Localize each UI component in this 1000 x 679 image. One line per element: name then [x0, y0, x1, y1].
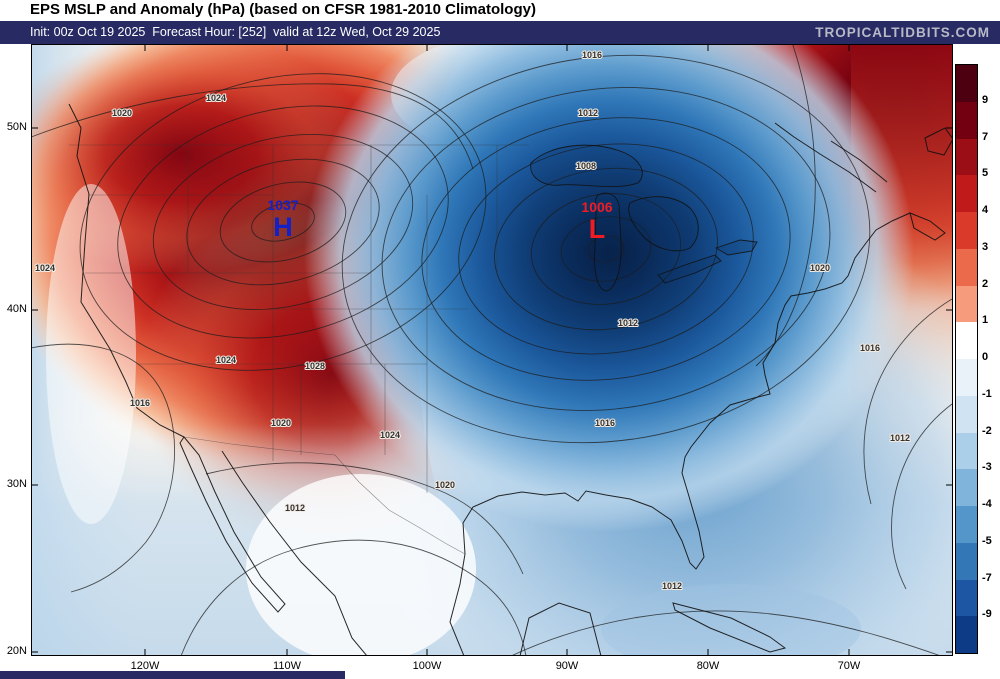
colorbar-tick: 0 — [982, 351, 989, 363]
site-watermark: TROPICALTIDBITS.COM — [815, 25, 990, 40]
lat-tick-label: 30N — [6, 478, 27, 490]
lat-tick-label: 40N — [6, 303, 27, 315]
colorbar-segment — [956, 285, 977, 323]
contour-label: 1024 — [35, 263, 55, 273]
colorbar-segment — [956, 616, 977, 653]
high-pressure-marker: H — [273, 212, 293, 242]
colorbar-tick: -2 — [982, 424, 992, 437]
lat-tick-label: 50N — [6, 121, 27, 133]
colorbar-segment — [956, 212, 977, 249]
coastline — [68, 103, 954, 657]
colorbar-segment — [956, 65, 977, 102]
colorbar-tick: -4 — [982, 498, 992, 510]
great-lakes — [530, 144, 758, 292]
init-forecast-info: Init: 00z Oct 19 2025 Forecast Hour: [25… — [30, 25, 441, 39]
lon-tick-label: 70W — [837, 660, 861, 672]
colorbar — [955, 64, 978, 654]
lon-tick-label: 100W — [412, 660, 442, 672]
contour-label: 1020 — [435, 480, 455, 490]
colorbar-tick: 5 — [982, 167, 989, 180]
contour-label: 1028 — [305, 361, 325, 371]
colorbar-tick: 2 — [982, 277, 989, 290]
contour-label: 1012 — [890, 433, 910, 443]
contour-label: 1012 — [618, 318, 638, 328]
contour-label: 1012 — [662, 581, 682, 591]
lat-tick-label: 20N — [6, 645, 27, 657]
contour-label: 1020 — [112, 108, 132, 118]
chart-title: EPS MSLP and Anomaly (hPa) (based on CFS… — [30, 1, 536, 18]
contour-label: 1024 — [380, 430, 400, 440]
contour-label: 1012 — [578, 108, 598, 118]
lon-tick-label: 110W — [273, 660, 301, 672]
contour-label: 1016 — [595, 418, 615, 428]
title-bar: EPS MSLP and Anomaly (hPa) (based on CFS… — [0, 0, 1000, 21]
colorbar-segment — [956, 175, 977, 212]
pressure-centers: 1037 H 1006 L — [267, 197, 612, 244]
colorbar-segment — [956, 579, 977, 617]
low-pressure-value: 1006 — [581, 199, 612, 215]
contour-label: 1016 — [130, 398, 150, 408]
contour-label: 1020 — [271, 418, 291, 428]
low-pressure-marker: L — [589, 214, 606, 244]
colorbar-segment — [956, 395, 977, 433]
colorbar-segment — [956, 101, 977, 139]
lon-tick-label: 90W — [555, 660, 579, 672]
colorbar-segment — [956, 138, 977, 176]
contour-label: 1012 — [285, 503, 305, 513]
colorbar-segment — [956, 248, 977, 286]
colorbar-segment — [956, 432, 977, 470]
colorbar-tick: 1 — [982, 314, 989, 327]
colorbar-tick: -3 — [982, 461, 992, 474]
contour-label: 1024 — [216, 355, 236, 365]
map-frame — [31, 44, 953, 656]
lon-tick-label: 120W — [130, 660, 160, 672]
colorbar-segment — [956, 322, 977, 359]
colorbar-segment — [956, 469, 977, 506]
colorbar-tick: 3 — [982, 240, 989, 253]
colorbar-tick: -9 — [982, 608, 992, 621]
colorbar-tick: -5 — [982, 534, 992, 547]
contour-label: 1024 — [206, 93, 226, 103]
colorbar-tick: -7 — [982, 571, 992, 584]
contour-label: 1016 — [860, 343, 880, 353]
colorbar-tick: 9 — [982, 93, 989, 106]
colorbar-segment — [956, 542, 977, 580]
colorbar-tick: 4 — [982, 204, 989, 216]
lon-tick-label: 80W — [696, 660, 720, 672]
info-bar: Init: 00z Oct 19 2025 Forecast Hour: [25… — [0, 21, 1000, 44]
colorbar-segment — [956, 506, 977, 543]
colorbar-tick: -1 — [982, 387, 992, 400]
high-pressure-value: 1037 — [267, 197, 298, 213]
axis-ticks — [31, 44, 953, 656]
contour-label-layer: 1016 1012 1008 1024 1020 1024 1024 1028 1016 1020… — [34, 49, 911, 592]
contour-label: 1016 — [582, 50, 602, 60]
animation-progress-bar — [0, 671, 345, 679]
contour-label: 1020 — [810, 263, 830, 273]
colorbar-tick: 7 — [982, 130, 989, 143]
contour-label: 1008 — [576, 161, 596, 171]
state-borders — [69, 144, 529, 555]
colorbar-segment — [956, 359, 977, 396]
